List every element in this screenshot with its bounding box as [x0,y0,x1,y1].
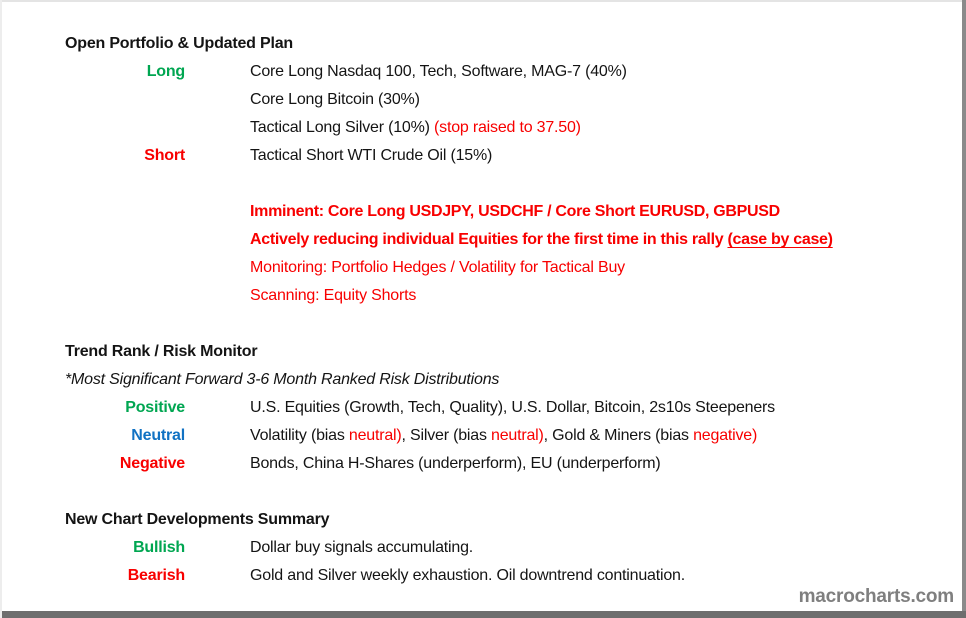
trend-heading: Trend Rank / Risk Monitor [65,343,258,360]
developments-heading: New Chart Developments Summary [65,511,330,528]
developments-row-bullish: Bullish Dollar buy signals accumulating. [0,534,962,562]
portfolio-heading: Open Portfolio & Updated Plan [65,35,293,52]
silver-position-main: Tactical Long Silver (10%) [250,119,435,136]
trend-row-neutral: Neutral Volatility (bias neutral), Silve… [0,422,962,450]
frame-left-border [0,0,2,618]
silver-position-text: Tactical Long Silver (10%) (stop raised … [250,114,581,142]
positive-text: U.S. Equities (Growth, Tech, Quality), U… [250,399,775,416]
negative-label: Negative [119,455,185,472]
short-position-text: Tactical Short WTI Crude Oil (15%) [250,147,493,164]
neutral-seg-bias3: negative) [693,427,758,444]
neutral-label: Neutral [131,427,185,444]
monitoring-note: Monitoring: Portfolio Hedges / Volatilit… [250,259,625,276]
neutral-text: Volatility (bias neutral), Silver (bias … [250,422,757,450]
spacer [0,310,962,338]
neutral-seg-gold: , Gold & Miners (bias [543,427,694,444]
imminent-note: Imminent: Core Long USDJPY, USDCHF / Cor… [250,203,780,220]
case-by-case-underlined: (case by case) [727,231,833,248]
negative-text: Bonds, China H-Shares (underperform), EU… [250,455,661,472]
neutral-seg-volatility: Volatility (bias [250,427,349,444]
portfolio-row-short: Short Tactical Short WTI Crude Oil (15%) [0,142,962,170]
bearish-text: Gold and Silver weekly exhaustion. Oil d… [250,567,685,584]
reducing-note: Actively reducing individual Equities fo… [250,226,962,254]
positive-label: Positive [125,399,185,416]
silver-stop-note: (stop raised to 37.50) [434,119,581,136]
long-position-text: Core Long Nasdaq 100, Tech, Software, MA… [250,63,627,80]
developments-row-bearish: Bearish Gold and Silver weekly exhaustio… [0,562,962,590]
portfolio-row-bitcoin: Core Long Bitcoin (30%) [0,86,962,114]
empty-label [0,86,185,114]
bullish-label: Bullish [133,539,185,556]
bottom-bar [2,611,966,618]
long-label: Long [146,63,185,80]
neutral-seg-bias1: neutral) [348,427,402,444]
spacer [0,170,962,198]
document-content: Open Portfolio & Updated Plan Long Core … [0,30,962,590]
portfolio-row-long: Long Core Long Nasdaq 100, Tech, Softwar… [0,58,962,86]
macrocharts-watermark: macrocharts.com [798,586,955,607]
trend-row-positive: Positive U.S. Equities (Growth, Tech, Qu… [0,394,962,422]
frame-top-border [0,0,966,2]
scanning-note: Scanning: Equity Shorts [250,287,417,304]
spacer [0,478,962,506]
short-label: Short [144,147,185,164]
trend-row-negative: Negative Bonds, China H-Shares (underper… [0,450,962,478]
reducing-note-main: Actively reducing individual Equities fo… [250,231,728,248]
neutral-seg-bias2: neutral) [491,427,544,444]
neutral-seg-silver: , Silver (bias [401,427,492,444]
bullish-text: Dollar buy signals accumulating. [250,539,474,556]
trend-subheading: *Most Significant Forward 3-6 Month Rank… [65,371,500,388]
frame-right-border [962,0,966,618]
bitcoin-position-text: Core Long Bitcoin (30%) [250,91,420,108]
portfolio-row-silver: Tactical Long Silver (10%) (stop raised … [0,114,962,142]
empty-label [0,114,185,142]
bearish-label: Bearish [127,567,185,584]
